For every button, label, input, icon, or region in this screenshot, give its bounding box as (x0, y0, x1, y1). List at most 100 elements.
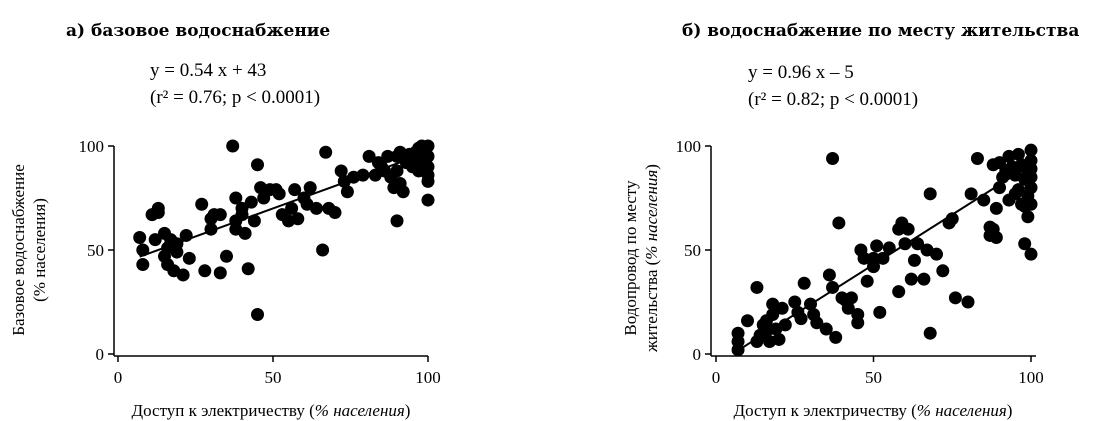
panel-b-data-point (876, 251, 890, 265)
panel-a-data-point (179, 228, 193, 242)
panel-a-data-point (151, 201, 165, 215)
panel-b-data-point (804, 297, 817, 311)
panel-b-data-point (788, 295, 802, 309)
panel-a-data-point (251, 158, 264, 172)
panel-b-data-point (870, 239, 884, 253)
panel-b-data-point (1024, 247, 1038, 261)
panel-b-data-point (867, 251, 880, 265)
panel-a-data-point (396, 185, 410, 199)
panel-a-data-point (198, 264, 212, 278)
panel-a-data-point (229, 191, 243, 205)
panel-b-data-point (844, 291, 858, 305)
panel-a-data-point (362, 149, 376, 163)
panel-b-data-point (822, 268, 836, 282)
panel-a-data-point (247, 214, 261, 228)
panel-a-data-point (381, 149, 395, 163)
panel-a-title: а) базовое водоснабжение (66, 21, 330, 41)
panel-a-data-point (244, 195, 258, 209)
panel-b-data-point (1024, 143, 1038, 157)
panel-a-x-label: Доступ к электричеству (% населения) (132, 401, 411, 420)
panel-a-data-point (421, 174, 435, 188)
panel-b-data-point (917, 272, 931, 286)
panel-a-data-point (285, 201, 299, 215)
panel-a-data-point (136, 243, 150, 257)
panel-b-data-point (907, 253, 921, 267)
panel-b-data-point (1024, 197, 1038, 211)
panel-a-y-label-line1: Базовое водоснабжение (9, 164, 28, 336)
panel-b-data-point (829, 330, 843, 344)
panel-a-data-point (356, 168, 370, 182)
panel-a-y-tick-label: 50 (87, 241, 104, 260)
panel-b: б) водоснабжение по месту жительства y =… (621, 21, 1079, 420)
panel-b-data-point (750, 280, 764, 294)
panel-b-x-tick-label: 50 (865, 368, 882, 387)
panel-a-x-tick-label: 100 (415, 368, 441, 387)
panel-b-data-point (993, 181, 1006, 195)
panel-a-data-point (251, 307, 264, 321)
panel-b-data-point (904, 272, 918, 286)
panel-b-data-point (873, 305, 887, 319)
panel-a-data-point (182, 251, 196, 265)
panel-b-data-point (930, 247, 943, 261)
panel-a-data-point (213, 266, 227, 280)
panel-b-data-point (923, 326, 937, 340)
panel-a-data-point (213, 208, 227, 222)
panel-b-data-point (841, 301, 855, 315)
panel-a-data-point (328, 206, 342, 220)
panel-b-x-tick-label: 100 (1018, 368, 1044, 387)
panel-b-x-tick-label: 0 (712, 368, 721, 387)
panel-b-data-point (766, 307, 780, 321)
panel-b-data-point (1024, 181, 1038, 195)
panel-b-data-point (936, 264, 950, 278)
panel-a-y-tick-label: 0 (96, 345, 105, 364)
panel-b-data-point (851, 307, 865, 321)
panel-a-data-point (170, 245, 184, 259)
panel-a-data-point (291, 212, 305, 226)
panel-a-points (133, 139, 435, 321)
panel-a-data-point (148, 233, 162, 247)
panel-b-data-point (775, 301, 789, 315)
panel-b-y-tick-label: 50 (684, 241, 701, 260)
panel-b-equation: y = 0.96 x – 5 (748, 62, 854, 83)
panel-b-y-tick-label: 100 (676, 137, 702, 156)
panel-b-data-point (1011, 147, 1025, 161)
panel-a-data-point (220, 249, 233, 263)
panel-a-y-tick-label: 100 (79, 137, 105, 156)
panel-a-data-point (319, 145, 333, 159)
panel-b-data-point (810, 316, 824, 330)
panel-b-data-point (882, 241, 896, 255)
panel-a-data-point (204, 222, 218, 236)
panel-a-data-point (176, 268, 190, 282)
panel-b-data-point (794, 312, 808, 326)
panel-a-data-point (334, 164, 348, 178)
panel-b-title: б) водоснабжение по месту жительства (682, 21, 1079, 41)
panel-b-data-point (826, 280, 840, 294)
panel-a: а) базовое водоснабжение y = 0.54 x + 43… (9, 21, 441, 420)
panel-a-data-point (288, 183, 302, 197)
panel-a-data-point (390, 164, 404, 178)
panel-a-data-point (316, 243, 330, 257)
panel-b-data-point (741, 314, 754, 328)
panel-b-ticks: 0 50 100 0 50 100 (676, 137, 1044, 387)
panel-b-data-point (977, 193, 991, 207)
panel-b-data-point (819, 322, 833, 336)
panel-b-y-label-line1: Водопровод по месту (621, 180, 640, 336)
panel-b-data-point (860, 274, 874, 288)
panel-a-data-point (421, 149, 435, 163)
panel-b-data-point (1024, 170, 1038, 184)
panel-a-data-point (226, 139, 240, 153)
panel-b-data-point (923, 187, 937, 201)
panel-b-data-point (778, 318, 792, 332)
panel-a-data-point (136, 258, 150, 272)
panel-b-data-point (948, 291, 962, 305)
panel-b-data-point (970, 151, 984, 165)
panel-a-data-point (303, 181, 317, 195)
panel-a-y-label-line2: (% населения) (30, 198, 49, 302)
panel-b-data-point (832, 216, 846, 230)
panel-b-data-point (964, 187, 978, 201)
panel-b-data-point (989, 231, 1003, 245)
panel-b-data-point (898, 237, 912, 251)
panel-b-data-point (892, 285, 906, 299)
panel-b-data-point (911, 237, 925, 251)
